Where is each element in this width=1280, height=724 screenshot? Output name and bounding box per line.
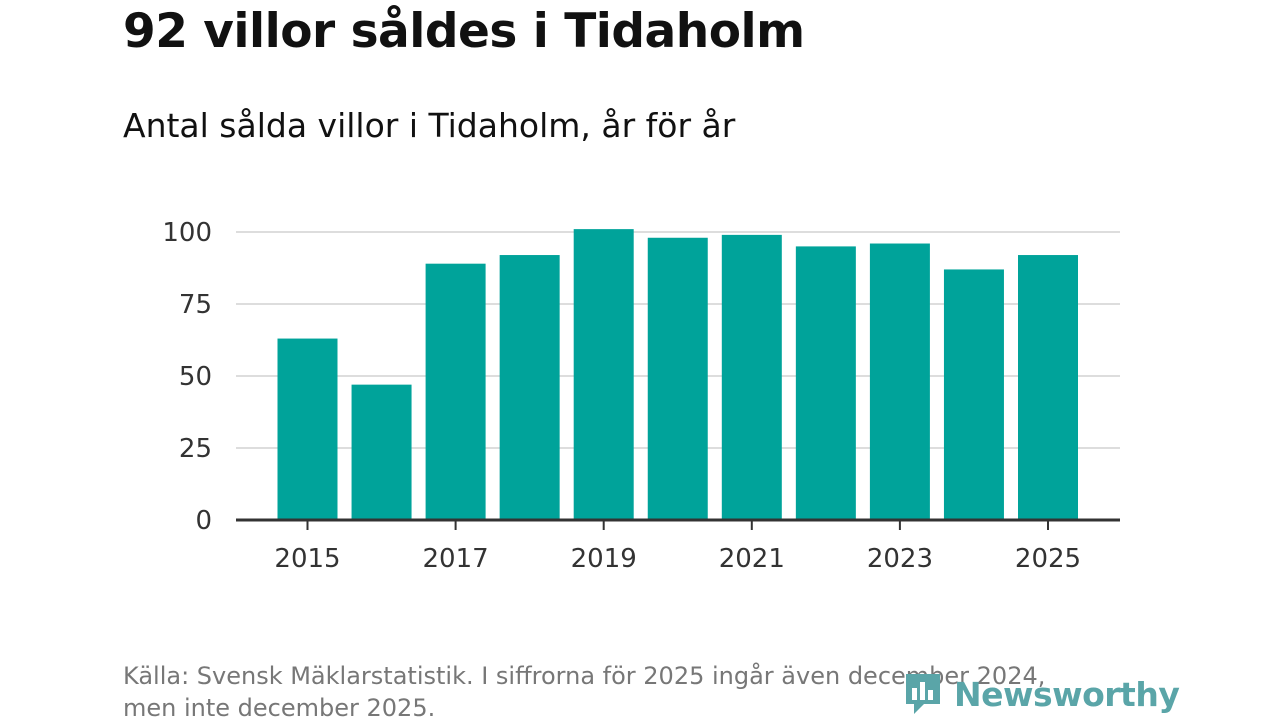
bar-2019: [573, 229, 634, 520]
bar-2015: [277, 338, 338, 520]
x-tick-label-2017: 2017: [423, 544, 489, 574]
source-line-1: Källa: Svensk Mäklarstatistik. I siffror…: [123, 662, 1046, 690]
source-line-2: men inte december 2025.: [123, 694, 436, 722]
logo-text: Newsworthy: [954, 674, 1180, 714]
bars: [277, 229, 1078, 521]
newsworthy-logo: Newsworthy: [902, 670, 1180, 718]
x-axis-ticks: 2015 2017 2019 2021 2023 2025: [274, 520, 1081, 574]
bar-2020: [647, 237, 708, 520]
source-note: Källa: Svensk Mäklarstatistik. I siffror…: [123, 660, 1045, 724]
y-tick-label-0: 0: [195, 506, 212, 536]
bar-2018: [499, 255, 560, 521]
y-axis-ticks: 0 25 50 75 100: [162, 218, 212, 536]
x-tick-label-2021: 2021: [719, 544, 785, 574]
bar-2021: [721, 234, 782, 520]
x-tick-label-2025: 2025: [1015, 544, 1081, 574]
bar-2017: [425, 263, 486, 520]
bar-2024: [943, 269, 1004, 520]
x-tick-label-2015: 2015: [274, 544, 340, 574]
x-tick-label-2019: 2019: [571, 544, 637, 574]
chart-subtitle: Antal sålda villor i Tidaholm, år för år: [123, 106, 736, 145]
x-tick-label-2023: 2023: [867, 544, 933, 574]
bar-2016: [351, 384, 412, 520]
bar-2023: [869, 243, 930, 520]
y-tick-label-75: 75: [179, 290, 212, 320]
bar-2025: [1018, 255, 1078, 521]
bar-2022: [795, 246, 856, 520]
y-tick-label-100: 100: [162, 218, 212, 248]
newsworthy-logo-icon: [906, 674, 940, 714]
y-tick-label-25: 25: [179, 434, 212, 464]
chart-title: 92 villor såldes i Tidaholm: [123, 4, 805, 59]
y-tick-label-50: 50: [179, 362, 212, 392]
